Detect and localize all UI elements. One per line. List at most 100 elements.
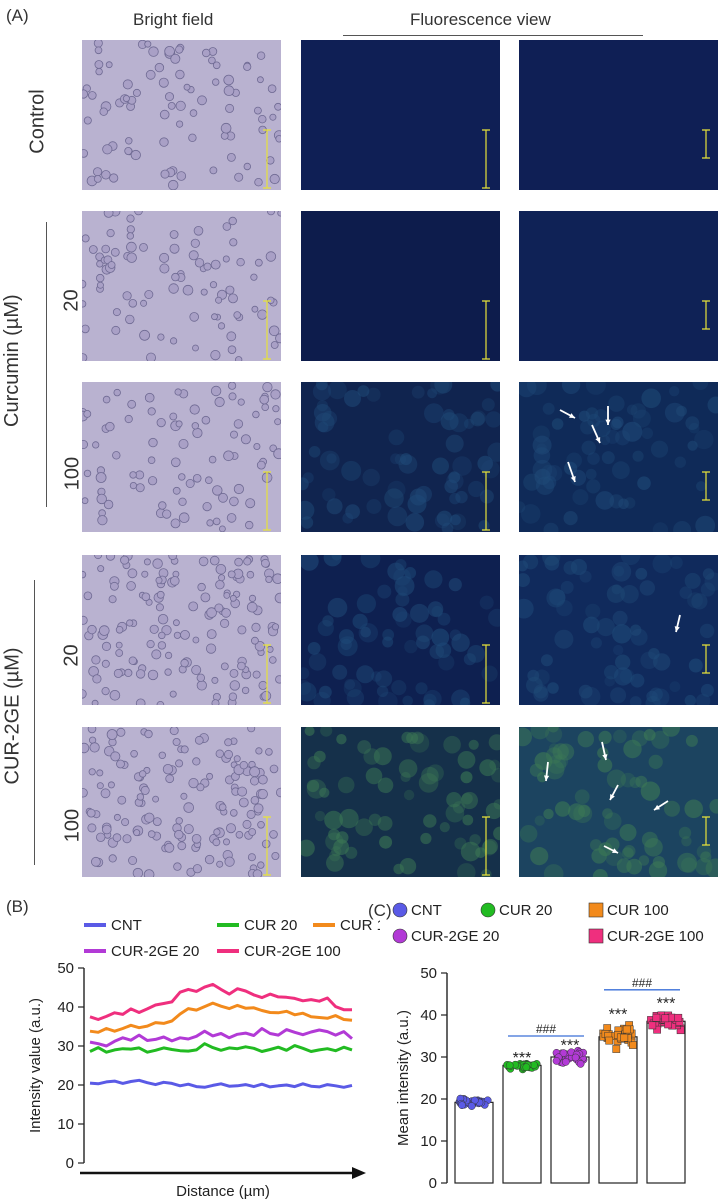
data-point [653, 1025, 661, 1034]
bar [598, 1036, 638, 1184]
series-line-cur-2ge-100 [89, 982, 352, 1021]
legend-label: CUR 100 [607, 902, 669, 919]
fluorescence-image [519, 211, 718, 361]
bracket-label: ### [632, 976, 652, 990]
legend-swatch [480, 902, 496, 918]
y-tick-label: 40 [57, 999, 74, 1016]
arrowhead-icon [352, 1167, 366, 1179]
bright-field-image [82, 555, 281, 705]
bar [550, 1056, 590, 1184]
y-tick-label: 30 [420, 1049, 437, 1066]
legend-swatch [588, 928, 604, 944]
fluorescence-image [519, 727, 718, 877]
fluorescence-image [519, 382, 718, 532]
scale-bar [482, 300, 490, 360]
data-point [576, 1060, 585, 1068]
data-point [648, 1021, 657, 1030]
data-point [522, 1063, 531, 1072]
legend-label: CUR 100 [340, 917, 380, 934]
data-point [559, 1049, 568, 1057]
data-point [505, 1061, 514, 1070]
data-point [612, 1045, 621, 1053]
scale-bar [263, 816, 271, 876]
scale-bar [482, 644, 490, 704]
series-line-cur-20 [89, 1042, 353, 1054]
scale-bar [263, 300, 271, 360]
y-axis-title: Intensity value (a.u.) [27, 998, 44, 1133]
bar [454, 1101, 494, 1184]
data-point [620, 1033, 629, 1042]
fluorescence-image [301, 382, 500, 532]
bright-field-image [82, 727, 281, 877]
significance-label: *** [609, 1007, 628, 1024]
scale-bar [263, 471, 271, 531]
y-tick-label: 30 [57, 1038, 74, 1055]
fluorescence-view-header: Fluorescence view [410, 10, 551, 29]
y-tick-label: 50 [57, 960, 74, 977]
legend-label: CNT [111, 917, 142, 934]
data-point [622, 1025, 631, 1034]
legend-swatch [392, 928, 408, 944]
scale-bar [702, 471, 710, 501]
x-axis-title: Distance (µm) [176, 1183, 270, 1199]
y-tick-label: 20 [420, 1091, 437, 1108]
scale-bar [702, 300, 710, 330]
legend-swatch [392, 902, 408, 918]
y-tick-label: 20 [57, 1077, 74, 1094]
y-tick-label: 10 [420, 1133, 437, 1150]
data-point [530, 1061, 538, 1069]
curcumin-group-rule [46, 222, 47, 507]
line-profile-chart: 0 10 20 30 40 50 Distance (µm) Intensity value … [27, 917, 380, 1199]
legend-label: CUR-2GE 20 [411, 928, 499, 945]
legend-label: CUR 20 [244, 917, 297, 934]
row-label-control: Control [26, 89, 49, 154]
scale-bar [263, 644, 271, 704]
row-label-curcumin: Curcumin (µM) [1, 294, 23, 427]
series-line-cnt [89, 1078, 353, 1089]
data-point [652, 1013, 661, 1022]
legend-label: CUR-2GE 100 [244, 943, 341, 960]
bright-field-header: Bright field [133, 10, 214, 29]
panel-a-label: (A) [6, 6, 29, 25]
fluorescence-image [301, 727, 500, 877]
data-point [467, 1102, 476, 1110]
scale-bar [702, 129, 710, 159]
scale-bar [482, 129, 490, 189]
legend-swatch [588, 902, 604, 918]
dose-label: 20 [60, 289, 83, 312]
y-tick-label: 40 [420, 1007, 437, 1024]
panel-b-label: (B) [6, 897, 29, 916]
bright-field-image [82, 211, 281, 361]
bracket-label: ### [536, 1022, 556, 1036]
legend-label: CNT [411, 902, 442, 919]
scale-bar [482, 471, 490, 531]
fluorescence-image [519, 40, 718, 190]
significance-label: *** [657, 995, 676, 1012]
scale-bar [482, 816, 490, 876]
scale-bar [702, 816, 710, 846]
y-tick-label: 0 [429, 1175, 437, 1192]
y-tick-label: 50 [420, 965, 437, 982]
legend-label: CUR-2GE 20 [111, 943, 199, 960]
row-label-cur2ge: CUR-2GE (µM) [1, 647, 24, 785]
scale-bar [702, 644, 710, 674]
significance-label: *** [513, 1050, 532, 1067]
series-line-cur-2ge-20 [89, 1027, 353, 1048]
fluorescence-image [301, 555, 500, 705]
y-axis-title: Mean intensity (a.u.) [395, 1010, 412, 1146]
data-point [561, 1058, 570, 1066]
data-point [674, 1013, 683, 1022]
mean-intensity-chart: 0 10 20 30 40 50 Mean intensity (a.u.) *** *** **… [392, 902, 704, 1192]
fluorescence-image [301, 211, 500, 361]
data-point [571, 1053, 580, 1062]
legend-label: CUR-2GE 100 [607, 928, 704, 945]
y-tick-label: 0 [66, 1155, 74, 1172]
cur2ge-group-rule [34, 580, 35, 865]
series-line-cur-100 [89, 1001, 353, 1034]
panel-c-label: (C) [368, 901, 392, 920]
dose-label: 20 [60, 644, 83, 667]
data-point [605, 1036, 614, 1045]
data-point [629, 1041, 637, 1049]
y-tick-label: 10 [57, 1116, 74, 1133]
bright-field-image [82, 382, 281, 532]
